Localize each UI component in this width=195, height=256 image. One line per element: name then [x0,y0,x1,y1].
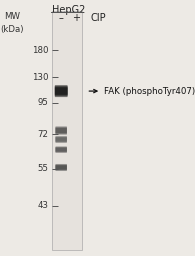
Text: MW: MW [4,12,20,21]
FancyBboxPatch shape [55,126,67,135]
FancyBboxPatch shape [56,128,67,133]
FancyBboxPatch shape [55,147,67,152]
FancyBboxPatch shape [55,87,67,95]
FancyBboxPatch shape [55,165,67,170]
FancyBboxPatch shape [55,147,67,152]
FancyBboxPatch shape [55,127,67,134]
Text: HepG2: HepG2 [52,5,85,15]
FancyBboxPatch shape [56,137,67,142]
FancyBboxPatch shape [55,146,67,153]
FancyBboxPatch shape [55,126,67,135]
Text: 130: 130 [32,73,49,82]
FancyBboxPatch shape [55,87,67,95]
FancyBboxPatch shape [55,137,67,142]
Text: 55: 55 [38,164,49,173]
FancyBboxPatch shape [55,87,67,95]
Bar [52,11,82,250]
FancyBboxPatch shape [55,86,67,96]
FancyBboxPatch shape [55,164,67,171]
FancyBboxPatch shape [55,164,67,171]
Text: 43: 43 [38,201,49,210]
FancyBboxPatch shape [55,136,67,142]
FancyBboxPatch shape [55,128,67,133]
FancyBboxPatch shape [55,136,67,143]
FancyBboxPatch shape [55,147,67,153]
FancyBboxPatch shape [55,86,67,97]
FancyBboxPatch shape [55,164,67,170]
FancyBboxPatch shape [55,127,67,134]
FancyBboxPatch shape [55,136,67,143]
Text: (kDa): (kDa) [1,25,24,34]
FancyBboxPatch shape [55,165,67,170]
FancyBboxPatch shape [55,164,67,171]
Text: 95: 95 [38,98,49,107]
Text: –: – [59,13,64,23]
FancyBboxPatch shape [55,127,67,134]
FancyBboxPatch shape [55,127,67,134]
FancyBboxPatch shape [55,86,67,96]
FancyBboxPatch shape [55,147,67,152]
FancyBboxPatch shape [55,147,67,152]
FancyBboxPatch shape [55,137,67,142]
FancyBboxPatch shape [55,86,67,97]
FancyBboxPatch shape [55,165,67,170]
FancyBboxPatch shape [55,137,67,142]
FancyBboxPatch shape [55,85,67,97]
Text: FAK (phosphoTyr407): FAK (phosphoTyr407) [104,87,195,95]
Text: +: + [72,13,80,23]
Text: CIP: CIP [91,13,106,23]
FancyBboxPatch shape [55,127,67,134]
FancyBboxPatch shape [55,126,67,134]
FancyBboxPatch shape [55,87,67,95]
FancyBboxPatch shape [55,85,67,97]
FancyBboxPatch shape [56,165,67,170]
FancyBboxPatch shape [55,164,67,170]
FancyBboxPatch shape [55,146,67,153]
Text: 180: 180 [32,46,49,55]
FancyBboxPatch shape [55,136,67,143]
Text: 72: 72 [38,130,49,139]
FancyBboxPatch shape [55,136,67,143]
FancyBboxPatch shape [55,165,67,170]
FancyBboxPatch shape [55,147,67,153]
FancyBboxPatch shape [55,87,67,95]
FancyBboxPatch shape [56,148,67,152]
